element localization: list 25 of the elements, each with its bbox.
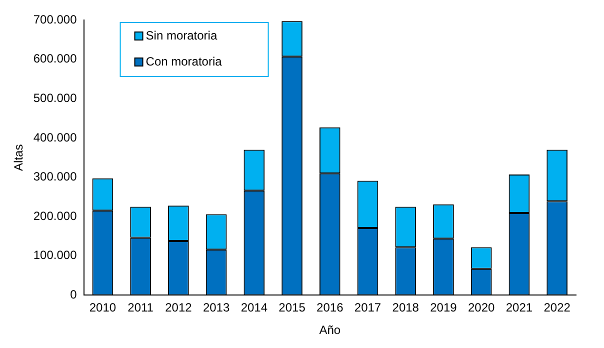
x-tick-label: 2021: [506, 300, 533, 315]
x-axis-title: Año: [319, 323, 341, 338]
y-tick-label: 0: [70, 288, 78, 302]
x-tick-label: 2022: [544, 300, 571, 315]
x-tick-label: 2014: [240, 300, 268, 315]
x-tick-label: 2012: [165, 300, 192, 315]
x-tick-label: 2010: [89, 300, 116, 315]
x-tick-label: 2013: [202, 300, 230, 315]
y-tick-label: 400.000: [33, 130, 78, 144]
y-tick-label: 200.000: [33, 208, 78, 223]
y-tick-label: 100.000: [33, 248, 78, 262]
x-tick-label: 2015: [278, 300, 306, 315]
y-tick-label: 500.000: [33, 90, 78, 105]
legend-label: Con moratoria: [146, 54, 222, 68]
legend-label: Sin moratoria: [146, 28, 218, 42]
y-tick-label: 700.000: [33, 12, 78, 26]
x-tick-label: 2020: [468, 300, 496, 315]
x-tick-label: 2011: [128, 300, 154, 315]
y-tick-label: 600.000: [33, 52, 78, 66]
y-tick-label: 300.000: [33, 170, 78, 184]
x-tick-label: 2018: [392, 300, 420, 315]
x-tick-label: 2019: [430, 300, 458, 315]
x-tick-label: 2016: [316, 300, 344, 315]
y-axis-title: Altas: [12, 144, 26, 171]
x-tick-label: 2017: [354, 300, 382, 315]
